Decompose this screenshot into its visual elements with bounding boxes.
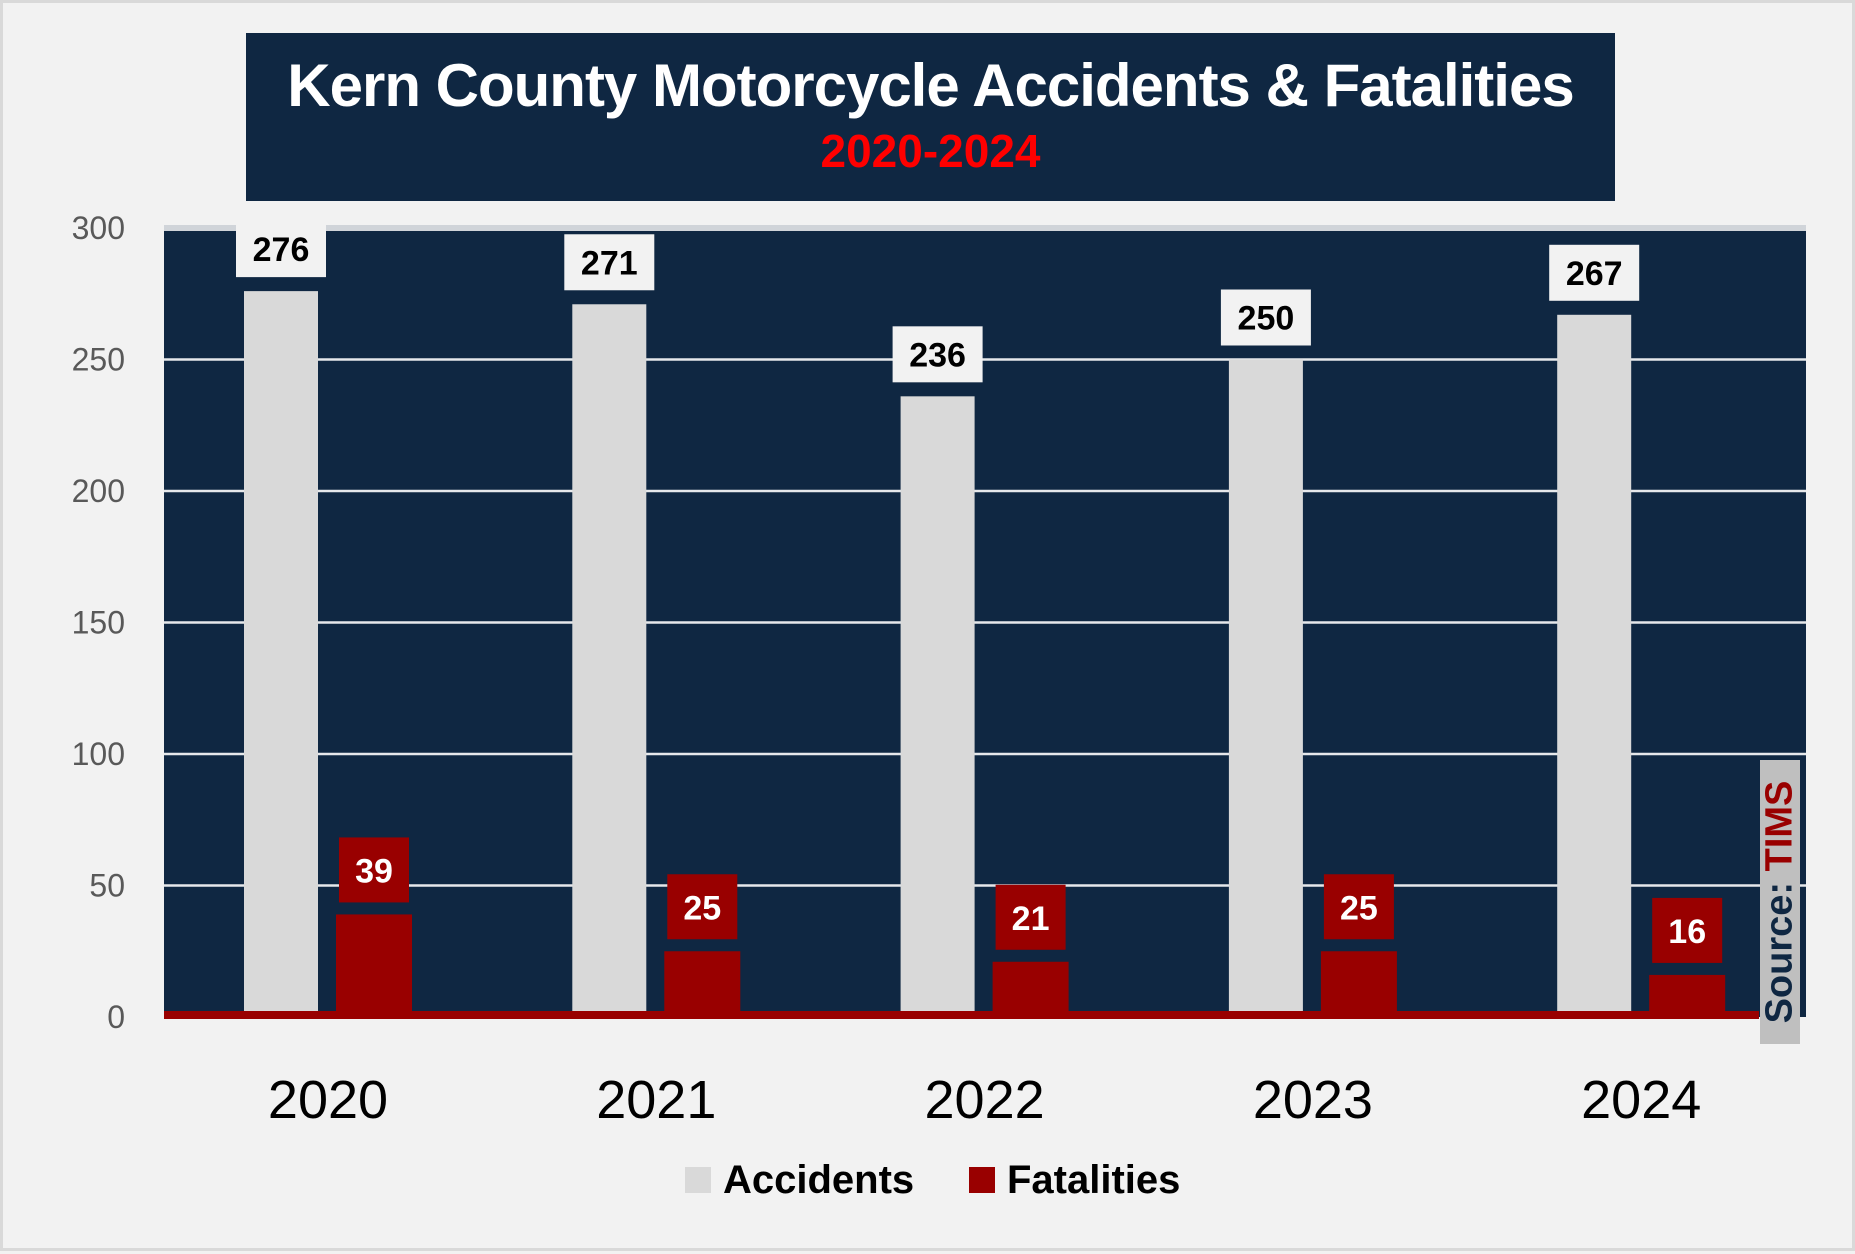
legend-label: Fatalities	[1007, 1158, 1180, 1202]
accidents-bar	[572, 304, 647, 1017]
fatalities-data-label: 39	[355, 852, 393, 890]
source-box: Source: TIMS	[1758, 760, 1801, 1044]
y-tick-label: 200	[72, 473, 125, 509]
fatalities-data-label: 25	[1340, 889, 1378, 927]
accidents-label-box	[1220, 289, 1311, 346]
fatalities-bar	[336, 914, 412, 1017]
fatalities-label-box	[1323, 874, 1394, 940]
fatalities-bar	[1320, 951, 1397, 1017]
accidents-data-label: 250	[1238, 300, 1295, 338]
legend-swatch	[685, 1167, 711, 1193]
fatalities-bar	[1649, 974, 1726, 1017]
x-tick-label: 2022	[925, 1070, 1045, 1130]
legend-swatch	[969, 1167, 995, 1193]
y-tick-label: 0	[107, 999, 125, 1035]
x-axis-baseline	[164, 1011, 1759, 1019]
x-tick-label: 2023	[1253, 1070, 1373, 1130]
fatalities-data-label: 16	[1668, 913, 1706, 951]
fatalities-label-box	[339, 837, 409, 903]
x-tick-label: 2020	[268, 1070, 388, 1130]
fatalities-data-label: 21	[1012, 900, 1050, 938]
y-tick-label: 100	[72, 736, 125, 772]
y-tick-label: 150	[72, 605, 125, 641]
accidents-label-box	[892, 326, 983, 383]
y-tick-label: 50	[89, 868, 125, 904]
accidents-bar	[244, 291, 318, 1017]
x-tick-label: 2021	[596, 1070, 716, 1130]
accidents-data-label: 276	[253, 231, 310, 269]
x-tick-label: 2024	[1581, 1070, 1701, 1130]
fatalities-label-box	[1652, 897, 1723, 963]
accidents-label-box	[1549, 244, 1640, 301]
accidents-bar	[1228, 359, 1303, 1017]
fatalities-bar	[664, 951, 741, 1017]
chart-subtitle: 2020-2024	[820, 125, 1041, 177]
accidents-label-box	[236, 221, 326, 278]
chart-title: Kern County Motorcycle Accidents & Fatal…	[287, 52, 1574, 119]
bar-chart: 0 50 100 150 200 250 300 276 39 2020 271 25 2021 236 2…	[72, 210, 1806, 1202]
accidents-bar	[900, 396, 975, 1017]
y-tick-label: 300	[72, 210, 125, 246]
y-tick-label: 250	[72, 342, 125, 378]
accidents-label-box	[564, 234, 655, 291]
accidents-data-label: 271	[581, 244, 638, 282]
fatalities-data-label: 25	[683, 889, 721, 927]
legend-label: Accidents	[723, 1158, 914, 1202]
accidents-bar	[1557, 314, 1632, 1017]
accidents-data-label: 236	[909, 336, 966, 374]
fatalities-bar	[992, 961, 1069, 1017]
fatalities-label-box	[667, 874, 738, 940]
source-label: Source:	[1758, 881, 1801, 1024]
source-value: TIMS	[1758, 780, 1801, 872]
accidents-data-label: 267	[1566, 255, 1623, 293]
chart-title-box: Kern County Motorcycle Accidents & Fatal…	[246, 33, 1615, 201]
fatalities-label-box	[995, 884, 1066, 950]
